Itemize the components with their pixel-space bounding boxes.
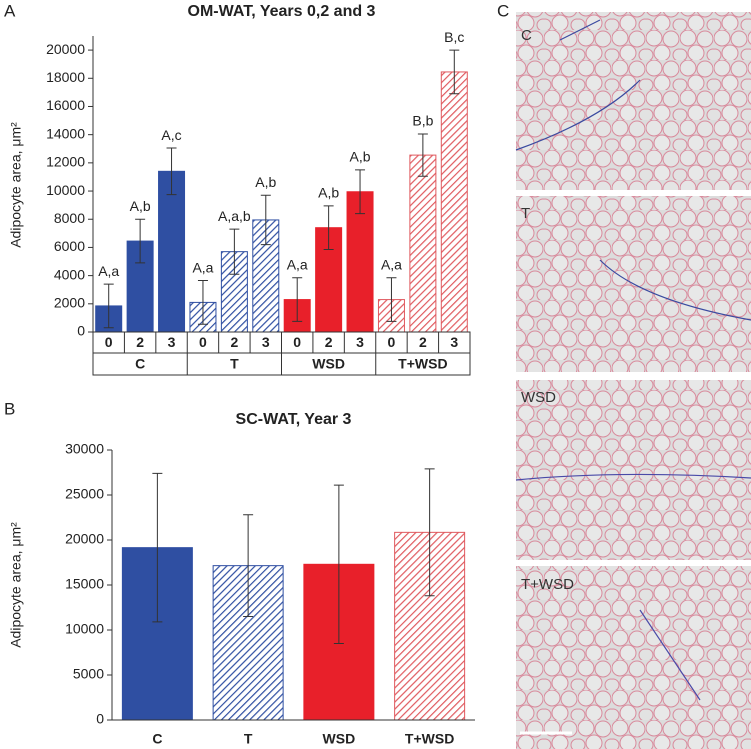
x-tick-label: 3 (168, 334, 176, 350)
x-tick-label: C (152, 731, 162, 747)
y-axis-label: Adipocyte area, μm² (8, 122, 24, 248)
micrograph-label: C (521, 27, 532, 44)
y-tick-label: 10000 (46, 182, 85, 198)
error-bar (166, 147, 177, 196)
vessel (515, 473, 751, 701)
y-tick-label: 0 (96, 711, 104, 727)
y-tick-label: 8000 (54, 210, 85, 226)
annotation: A,a (98, 263, 119, 279)
annotation: B,b (412, 113, 433, 129)
error-bar (197, 280, 208, 325)
error-bar (152, 472, 163, 623)
error-bar (424, 468, 435, 597)
panel-label: C (497, 1, 509, 20)
error-bar (292, 277, 303, 322)
x-tick-label: 2 (230, 334, 238, 350)
bar (158, 170, 186, 333)
annotation: A,a (287, 256, 308, 272)
annotation: A,a (192, 259, 213, 275)
x-tick-label: 2 (419, 334, 427, 350)
error-bar (260, 194, 271, 246)
error-bar (333, 484, 344, 644)
x-tick-label: WSD (323, 731, 356, 747)
y-tick-label: 20000 (65, 531, 104, 547)
error-bar (449, 49, 460, 95)
group-label: WSD (312, 356, 345, 372)
x-tick-label: 3 (450, 334, 458, 350)
y-tick-label: 25000 (65, 486, 104, 502)
y-tick-label: 14000 (46, 125, 85, 141)
x-tick-label: T (244, 731, 253, 747)
x-tick-label: 2 (136, 334, 144, 350)
bar (440, 71, 468, 333)
y-tick-label: 16000 (46, 97, 85, 113)
panel-label: B (4, 399, 15, 418)
y-tick-label: 15000 (65, 576, 104, 592)
micrograph-label: WSD (521, 389, 556, 406)
y-tick-label: 12000 (46, 154, 85, 170)
y-tick-label: 5000 (73, 666, 104, 682)
micrograph (516, 566, 751, 749)
error-bar (417, 133, 428, 177)
micrograph-label: T+WSD (521, 576, 574, 593)
y-tick-label: 4000 (54, 266, 85, 282)
chart-title: OM-WAT, Years 0,2 and 3 (188, 3, 376, 20)
panel-label: A (4, 1, 16, 20)
y-tick-label: 0 (77, 323, 85, 339)
micrograph (516, 380, 751, 560)
x-tick-label: T+WSD (405, 731, 454, 747)
y-tick-label: 18000 (46, 69, 85, 85)
annotation: A,b (350, 149, 371, 165)
chart-title: SC-WAT, Year 3 (236, 411, 352, 428)
error-bar (355, 169, 366, 215)
annotation: A,b (130, 198, 151, 214)
y-tick-label: 10000 (65, 621, 104, 637)
error-bar (229, 228, 240, 275)
x-tick-label: 0 (388, 334, 396, 350)
micrograph-label: T (521, 205, 530, 222)
annotation: A,c (161, 127, 181, 143)
y-axis-label: Adipocyte area, μm² (8, 522, 24, 648)
micrograph (516, 12, 751, 190)
y-tick-label: 6000 (54, 238, 85, 254)
y-tick-label: 20000 (46, 41, 85, 57)
annotation: B,c (444, 29, 464, 45)
y-tick-label: 30000 (65, 441, 104, 457)
x-tick-label: 3 (262, 334, 270, 350)
annotation: A,b (255, 174, 276, 190)
annotation: A,a (381, 256, 402, 272)
annotation: A,b (318, 185, 339, 201)
group-label: T+WSD (398, 356, 447, 372)
error-bar (135, 218, 146, 264)
x-tick-label: 0 (199, 334, 207, 350)
y-tick-label: 2000 (54, 295, 85, 311)
group-label: C (135, 356, 145, 372)
micrographs: C T WSD T+WSD (515, 12, 751, 749)
x-tick-label: 0 (105, 334, 113, 350)
group-label: T (230, 356, 239, 372)
error-bar (243, 514, 254, 617)
x-tick-label: 3 (356, 334, 364, 350)
error-bar (386, 277, 397, 322)
vessel (515, 19, 751, 321)
x-tick-label: 2 (325, 334, 333, 350)
error-bar (323, 205, 334, 251)
annotation: A,a,b (218, 208, 251, 224)
bar (409, 154, 437, 333)
error-bar (103, 283, 114, 329)
x-tick-label: 0 (293, 334, 301, 350)
